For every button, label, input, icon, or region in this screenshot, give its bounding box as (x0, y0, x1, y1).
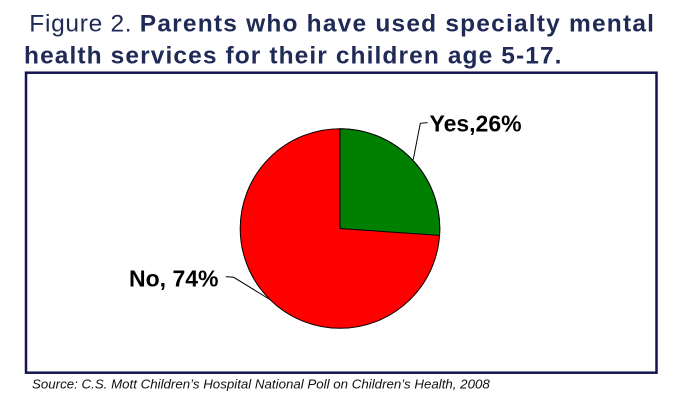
svg-text:No, 74%: No, 74% (129, 266, 218, 292)
svg-text:health services for their chil: health services for their children age 5… (24, 43, 563, 70)
svg-text:Yes,26%: Yes,26% (430, 111, 522, 137)
svg-text:Figure 2. Parents who have use: Figure 2. Parents who have used specialt… (29, 10, 655, 37)
svg-text:Source: C.S. Mott Children’s H: Source: C.S. Mott Children’s Hospital Na… (32, 377, 490, 392)
